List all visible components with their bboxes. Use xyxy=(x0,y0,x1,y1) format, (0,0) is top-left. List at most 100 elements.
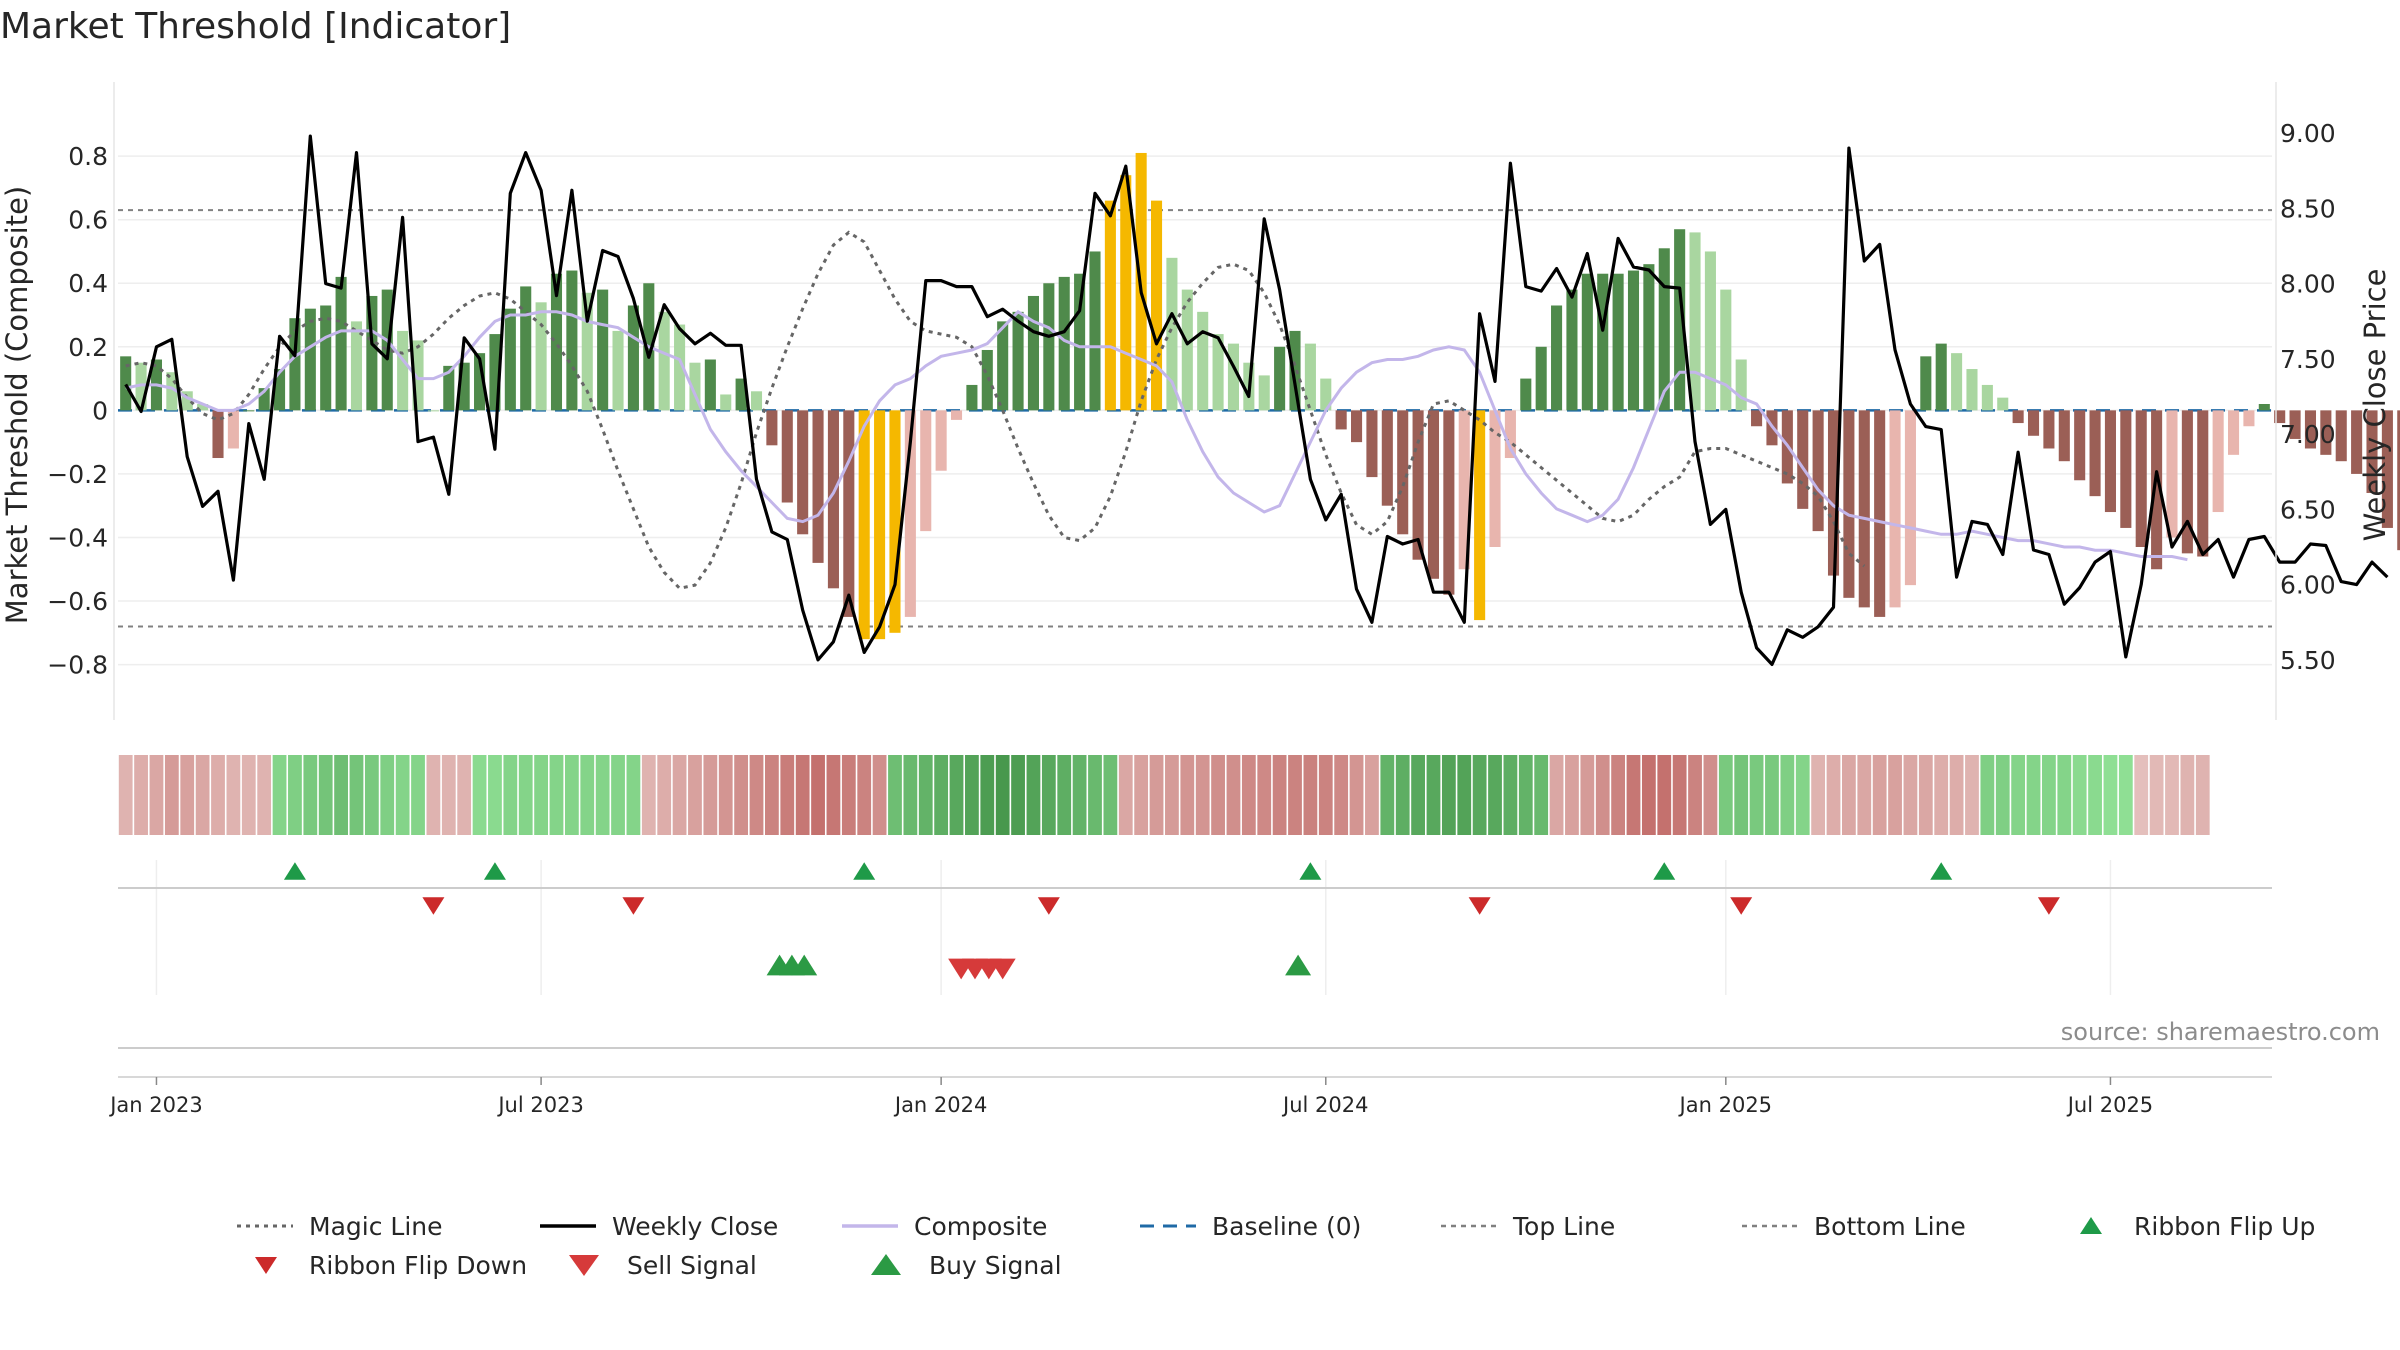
threshold-lines xyxy=(118,209,2272,628)
composite-bar xyxy=(1412,410,1424,560)
ribbon-cell xyxy=(934,755,949,835)
composite-bar xyxy=(1227,343,1240,411)
weekly-close-line xyxy=(124,134,2389,666)
ribbon-cell xyxy=(2057,755,2072,835)
ribbon-flip-down-marker xyxy=(1468,897,1491,915)
composite-bar xyxy=(1581,273,1593,411)
ribbon-cell xyxy=(980,755,995,835)
ribbon-cell xyxy=(1980,755,1995,835)
ribbon-cell xyxy=(1734,755,1749,835)
composite-bar xyxy=(1351,410,1363,443)
legend-item: Composite xyxy=(842,1212,1047,1241)
ribbon-cell xyxy=(1518,755,1533,835)
composite-bar xyxy=(950,410,963,420)
ribbon-cell xyxy=(949,755,964,835)
ribbon-cell xyxy=(1103,755,1118,835)
composite-bar xyxy=(120,356,132,411)
composite-bar xyxy=(2335,410,2347,462)
composite-bar xyxy=(797,410,809,535)
composite-bar xyxy=(920,410,932,532)
ribbon-cell xyxy=(765,755,779,835)
ribbon-flip-down-marker xyxy=(2037,897,2060,915)
chart-title: Market Threshold [Indicator] xyxy=(0,6,511,47)
ribbon-cell xyxy=(1211,755,1225,835)
legend-swatch xyxy=(2080,1217,2102,1234)
composite-bar xyxy=(2304,410,2317,449)
composite-bar xyxy=(1012,311,1024,411)
ribbon-cell xyxy=(1780,755,1795,835)
legend: Magic Line Weekly Close Composite Baseline … xyxy=(237,1212,2315,1280)
composite-bar xyxy=(1843,410,1855,598)
buy-signal-marker xyxy=(791,954,818,976)
ribbon-cell xyxy=(149,755,164,835)
composite-bar xyxy=(2197,410,2209,557)
ribbon-cell xyxy=(518,755,533,835)
composite-bar xyxy=(1089,251,1101,411)
ribbon-cell xyxy=(1488,755,1502,835)
ribbon-cell xyxy=(211,755,225,835)
composite-bar xyxy=(212,410,224,459)
ribbon-cell xyxy=(888,755,902,835)
ribbon-flip-down-marker xyxy=(1037,897,1060,915)
composite-bar xyxy=(1258,375,1270,411)
ribbon-cell xyxy=(1811,755,1826,835)
source-note: source: sharemaestro.com xyxy=(2061,1018,2380,1046)
composite-bar xyxy=(781,410,793,503)
ribbon-cell xyxy=(718,755,733,835)
ribbon-cell xyxy=(1472,755,1487,835)
composite-bar xyxy=(1597,273,1609,411)
ribbon-cell xyxy=(1549,755,1564,835)
x-axis: Jan 2023 Jul 2023 Jan 2024 Jul 2024 Jan 2025… xyxy=(108,1076,2272,1117)
y2-tick-label: 5.50 xyxy=(2280,646,2336,675)
ribbon-cell xyxy=(1026,755,1041,835)
composite-bar xyxy=(474,353,486,411)
legend-item: Ribbon Flip Up xyxy=(2080,1212,2315,1241)
ribbon-cell xyxy=(1949,755,1964,835)
composite-bar xyxy=(166,372,178,411)
legend-item: Sell Signal xyxy=(569,1251,757,1280)
ribbon-cell xyxy=(1595,755,1610,835)
composite-bar xyxy=(1304,343,1316,411)
composite-bar xyxy=(1997,397,2009,411)
ribbon-cell xyxy=(811,755,825,835)
composite-bar xyxy=(443,365,455,411)
composite-bar xyxy=(197,404,209,411)
ribbon-cell xyxy=(380,755,395,835)
ribbon-cell xyxy=(1995,755,2010,835)
composite-bar xyxy=(1627,270,1640,411)
composite-bar xyxy=(2074,410,2086,481)
ribbon-cell xyxy=(965,755,979,835)
x-tick-label: Jul 2024 xyxy=(1281,1093,1368,1117)
composite-bar xyxy=(1658,248,1670,411)
composite-bar xyxy=(1181,289,1193,411)
legend-item: Buy Signal xyxy=(871,1251,1062,1280)
composite-bar xyxy=(612,330,624,411)
composite-bar xyxy=(1612,273,1624,411)
composite-bar xyxy=(704,359,716,411)
legend-item: Magic Line xyxy=(237,1212,443,1241)
composite-bar xyxy=(1043,283,1055,411)
composite-bar xyxy=(2274,410,2286,424)
y2-tick-label: 9.00 xyxy=(2280,119,2336,148)
ribbon-cell xyxy=(2149,755,2164,835)
ribbon-cell xyxy=(734,755,749,835)
composite-bar xyxy=(2058,410,2070,462)
ribbon-cell xyxy=(2072,755,2087,835)
ribbon-cell xyxy=(195,755,210,835)
signal-markers xyxy=(118,862,2272,1049)
y2-tick-label: 7.50 xyxy=(2280,345,2336,374)
composite-bar xyxy=(2381,410,2393,528)
composite-bar xyxy=(981,349,993,411)
composite-bar xyxy=(1027,295,1039,411)
composite-bar xyxy=(2120,410,2132,528)
composite-bar xyxy=(2089,410,2101,497)
legend-label: Weekly Close xyxy=(612,1212,778,1241)
ribbon-cell xyxy=(334,755,348,835)
ribbon-cell xyxy=(780,755,795,835)
composite-bar xyxy=(2320,410,2332,455)
composite-bar xyxy=(1797,410,1809,509)
composite-bar xyxy=(935,410,947,471)
ribbon-cell xyxy=(1534,755,1549,835)
ribbon-cell xyxy=(1749,755,1764,835)
composite-bar xyxy=(520,286,532,411)
